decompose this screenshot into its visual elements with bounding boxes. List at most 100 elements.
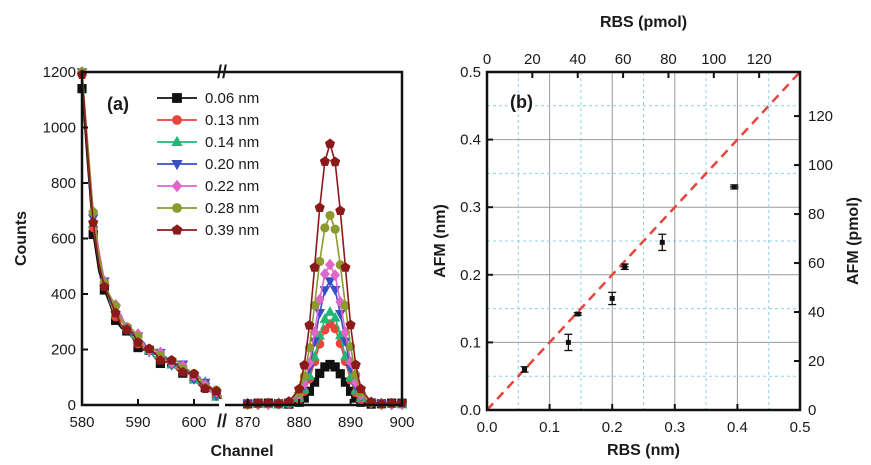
legend-label: 0.14 nm (205, 134, 259, 151)
legend-item: 0.39 nm (157, 222, 259, 239)
y-tick-label: 800 (51, 175, 76, 192)
data-point (658, 233, 667, 252)
x-tick-label: 0.3 (664, 419, 685, 436)
legend-item: 0.20 nm (157, 156, 259, 173)
data-point (166, 354, 177, 365)
data-point (314, 330, 326, 340)
axis-break-top: // (217, 62, 227, 82)
legend-marker (171, 224, 183, 235)
data-point (325, 258, 335, 271)
y-tick-label: 200 (51, 342, 76, 359)
point-marker (731, 184, 737, 190)
y-tick-label: 0.1 (460, 334, 481, 351)
legend-label: 0.20 nm (205, 156, 259, 173)
right-y-tick-label: 40 (808, 304, 825, 321)
data-point (325, 210, 335, 221)
data-point (177, 366, 188, 377)
data-point (211, 385, 222, 396)
legend-label: 0.22 nm (205, 178, 259, 195)
legend-item: 0.13 nm (157, 112, 259, 129)
legend-marker (171, 179, 183, 193)
data-point (324, 306, 336, 316)
x-tick-label: 870 (235, 414, 260, 431)
data-point (355, 383, 366, 394)
right-y-tick-label: 120 (808, 108, 833, 125)
data-point (314, 202, 325, 213)
x-tick-label: 600 (181, 414, 206, 431)
data-point (330, 269, 341, 281)
panel-b-right-axis-title: AFM (pmol) (845, 197, 862, 285)
panel-b-x-axis-title: RBS (nm) (607, 442, 680, 459)
data-point (330, 224, 340, 234)
y-tick-label: 0 (68, 397, 76, 414)
x-tick-label: 890 (338, 414, 363, 431)
legend-marker (172, 203, 182, 213)
data-point (121, 324, 132, 334)
data-point (324, 277, 336, 287)
data-point (155, 355, 166, 365)
y-tick-label: 0.3 (460, 199, 481, 216)
axis-break-gap (219, 399, 225, 411)
right-y-tick-label: 20 (808, 353, 825, 370)
legend-label: 0.28 nm (205, 200, 259, 217)
right-y-tick-label: 100 (808, 157, 833, 174)
legend-marker (172, 115, 182, 125)
legend-label: 0.39 nm (205, 222, 259, 239)
x-tick-label: 590 (125, 414, 150, 431)
panel-b: 0.0 0.1 0.2 0.3 0.4 0.50.00.10.20.30.40.50 20 4… (432, 14, 862, 459)
point-marker (565, 339, 571, 345)
data-point (309, 300, 320, 311)
point-marker (609, 295, 615, 301)
point-marker (522, 366, 528, 372)
fit-line (486, 71, 801, 411)
data-point (110, 307, 121, 318)
top-x-tick-label: 100 (701, 51, 726, 68)
data-point (319, 156, 330, 166)
data-point (315, 368, 325, 378)
legend-item: 0.28 nm (157, 200, 259, 217)
data-point (520, 366, 529, 373)
right-y-tick-label: 80 (808, 206, 825, 223)
data-point (345, 319, 356, 330)
data-point (335, 296, 346, 308)
legend-marker (171, 135, 183, 147)
top-x-tick-label: 40 (569, 51, 586, 68)
series-line-left (81, 88, 223, 404)
series-line-right (247, 213, 403, 406)
x-tick-label: 0.1 (539, 419, 560, 436)
panel-a-legend: 0.06 nm 0.13 nm 0.14 nm 0.20 nm 0.22 nm 0.28 … (157, 90, 259, 239)
data-point (324, 138, 336, 149)
data-point (608, 291, 617, 306)
x-tick-label: 0.0 (477, 419, 498, 436)
top-x-tick-label: 0 (483, 51, 491, 68)
data-point (294, 383, 305, 394)
series-line-right (247, 262, 403, 406)
data-point (314, 293, 325, 306)
point-marker (622, 264, 628, 270)
panel-a-label: (a) (107, 94, 129, 114)
y-tick-label: 0.5 (460, 64, 481, 81)
data-point (729, 184, 739, 190)
data-point (319, 268, 330, 280)
right-y-tick-label: 0 (808, 402, 816, 419)
point-marker (659, 239, 665, 245)
data-point (299, 359, 310, 370)
data-point (573, 311, 582, 317)
x-tick-label: 880 (287, 414, 312, 431)
data-point (335, 205, 346, 216)
x-tick-label: 0.2 (602, 419, 623, 436)
legend-label: 0.06 nm (205, 90, 259, 107)
y-tick-label: 0.0 (460, 402, 481, 419)
point-marker (575, 311, 581, 317)
x-tick-label: 580 (69, 414, 94, 431)
data-point (309, 262, 320, 272)
data-point (330, 362, 340, 372)
legend-item: 0.22 nm (157, 178, 259, 195)
data-point (188, 368, 200, 379)
top-x-tick-label: 80 (660, 51, 677, 68)
y-tick-label: 0.4 (460, 132, 481, 149)
axis-break-bottom: // (217, 411, 227, 431)
y-tick-label: 1200 (43, 64, 76, 81)
right-y-tick-label: 60 (808, 255, 825, 272)
